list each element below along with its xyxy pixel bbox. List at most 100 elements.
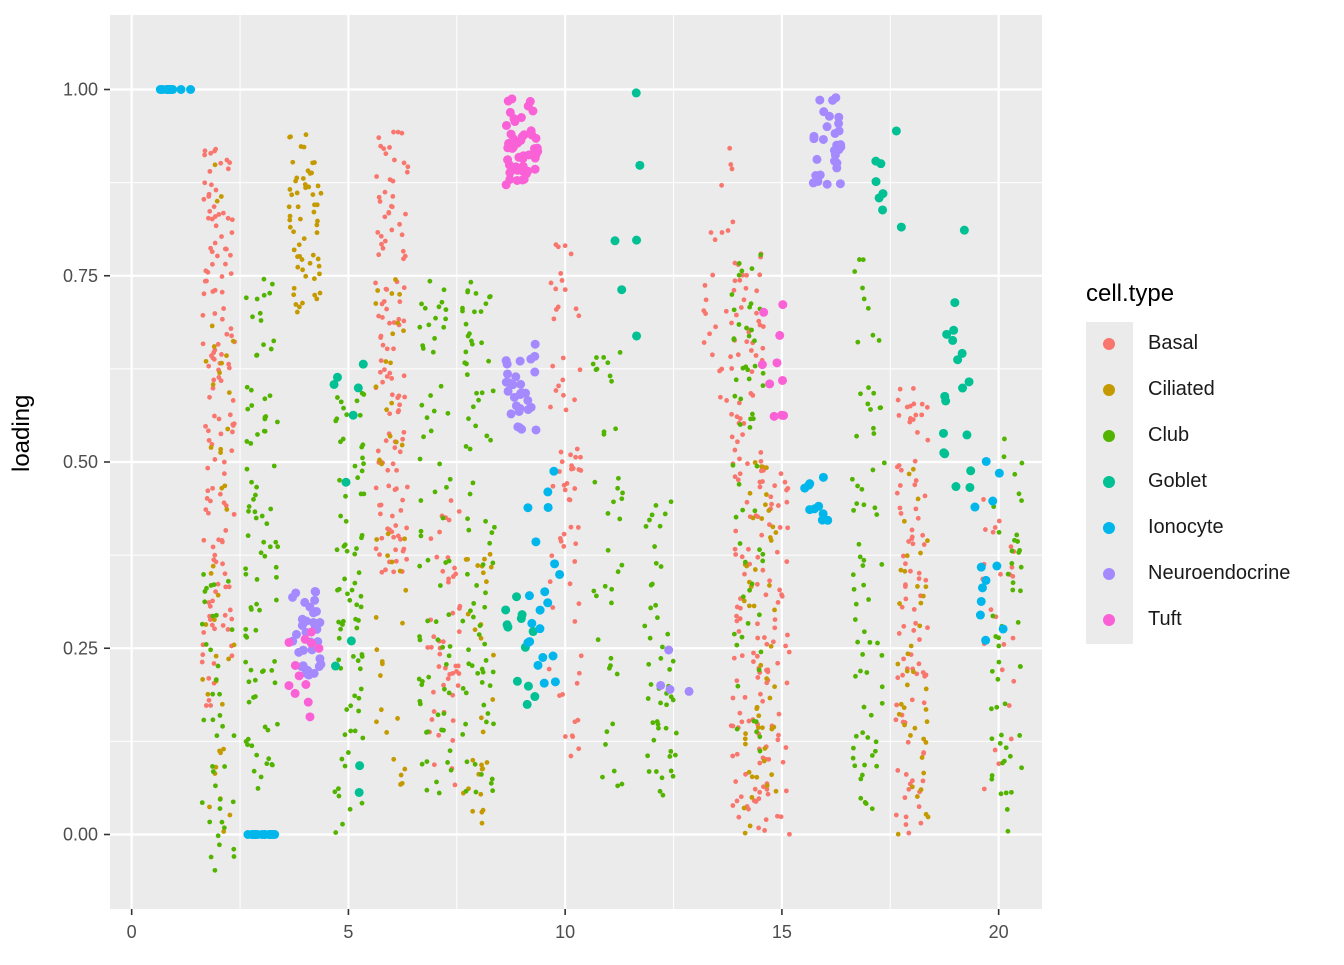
- data-point: [614, 671, 620, 677]
- data-point: [619, 781, 625, 787]
- data-point: [568, 251, 574, 257]
- data-point: [988, 496, 998, 506]
- data-point: [923, 811, 929, 817]
- data-point: [740, 594, 746, 600]
- data-point: [203, 622, 209, 627]
- data-point: [248, 667, 254, 673]
- data-point: [384, 407, 389, 413]
- data-point: [217, 713, 223, 718]
- data-point: [530, 692, 540, 702]
- data-point: [452, 565, 457, 571]
- data-point: [999, 667, 1005, 673]
- data-point: [305, 712, 315, 722]
- data-point: [867, 639, 873, 645]
- data-point: [1016, 491, 1022, 497]
- data-point: [487, 294, 492, 300]
- data-point: [605, 360, 611, 366]
- data-point: [210, 691, 216, 697]
- data-point: [917, 637, 922, 642]
- data-point: [744, 325, 749, 331]
- data-point: [759, 725, 765, 731]
- data-point: [787, 831, 792, 837]
- legend-label: Ciliated: [1148, 378, 1215, 400]
- data-point: [777, 410, 787, 420]
- data-point: [209, 249, 215, 255]
- data-point: [965, 482, 975, 492]
- data-point: [941, 396, 951, 406]
- data-point: [785, 632, 790, 638]
- data-point: [310, 586, 320, 596]
- data-point: [739, 634, 745, 640]
- data-point: [226, 390, 232, 396]
- series-basal: [199, 129, 1017, 837]
- data-point: [201, 291, 207, 297]
- data-point: [732, 474, 738, 480]
- data-point: [490, 669, 496, 675]
- data-point: [1019, 765, 1024, 771]
- data-point: [455, 663, 461, 669]
- data-point: [391, 756, 397, 762]
- data-point: [740, 272, 746, 278]
- data-point: [254, 752, 260, 758]
- data-point: [503, 155, 513, 165]
- data-point: [490, 788, 496, 794]
- data-point: [261, 342, 266, 348]
- data-point: [342, 732, 348, 738]
- data-point: [212, 162, 218, 168]
- legend-label: Tuft: [1148, 608, 1182, 630]
- legend-title: cell.type: [1086, 280, 1175, 307]
- data-point: [507, 94, 517, 104]
- data-point: [428, 428, 434, 434]
- data-point: [746, 376, 752, 382]
- data-point: [383, 567, 388, 573]
- data-point: [757, 789, 763, 795]
- data-point: [740, 432, 745, 438]
- data-point: [460, 308, 465, 314]
- data-point: [851, 586, 857, 592]
- data-point: [344, 548, 350, 554]
- data-point: [400, 436, 406, 442]
- data-point: [215, 663, 221, 669]
- data-point: [729, 434, 735, 440]
- data-point: [209, 323, 215, 329]
- data-point: [851, 507, 856, 513]
- data-point: [610, 721, 616, 727]
- data-point: [389, 291, 395, 296]
- data-point: [456, 629, 462, 635]
- data-point: [343, 518, 349, 524]
- data-point: [646, 769, 652, 774]
- data-point: [429, 717, 435, 722]
- data-point: [861, 296, 867, 302]
- data-point: [436, 664, 442, 669]
- data-point: [231, 421, 237, 427]
- data-point: [561, 392, 566, 398]
- data-point: [1018, 588, 1023, 594]
- data-point: [376, 313, 382, 319]
- data-point: [284, 637, 294, 647]
- data-point: [291, 285, 297, 291]
- data-point: [464, 759, 470, 765]
- data-point: [751, 603, 757, 609]
- data-point: [819, 107, 829, 117]
- data-point: [910, 466, 916, 472]
- data-point: [384, 730, 390, 735]
- data-point: [982, 527, 988, 532]
- data-point: [440, 644, 446, 650]
- data-point: [211, 557, 217, 563]
- data-point: [741, 421, 747, 426]
- data-point: [223, 528, 229, 533]
- data-point: [398, 507, 404, 513]
- data-point: [391, 346, 396, 352]
- data-point: [336, 793, 342, 799]
- data-point: [746, 603, 752, 609]
- data-point: [784, 499, 790, 505]
- data-point: [206, 363, 212, 369]
- data-point: [873, 739, 879, 745]
- data-point: [360, 735, 366, 741]
- data-point: [742, 736, 748, 742]
- data-point: [314, 643, 324, 653]
- data-point: [420, 679, 425, 684]
- data-point: [572, 397, 577, 403]
- data-point: [391, 129, 396, 135]
- data-point: [252, 830, 262, 839]
